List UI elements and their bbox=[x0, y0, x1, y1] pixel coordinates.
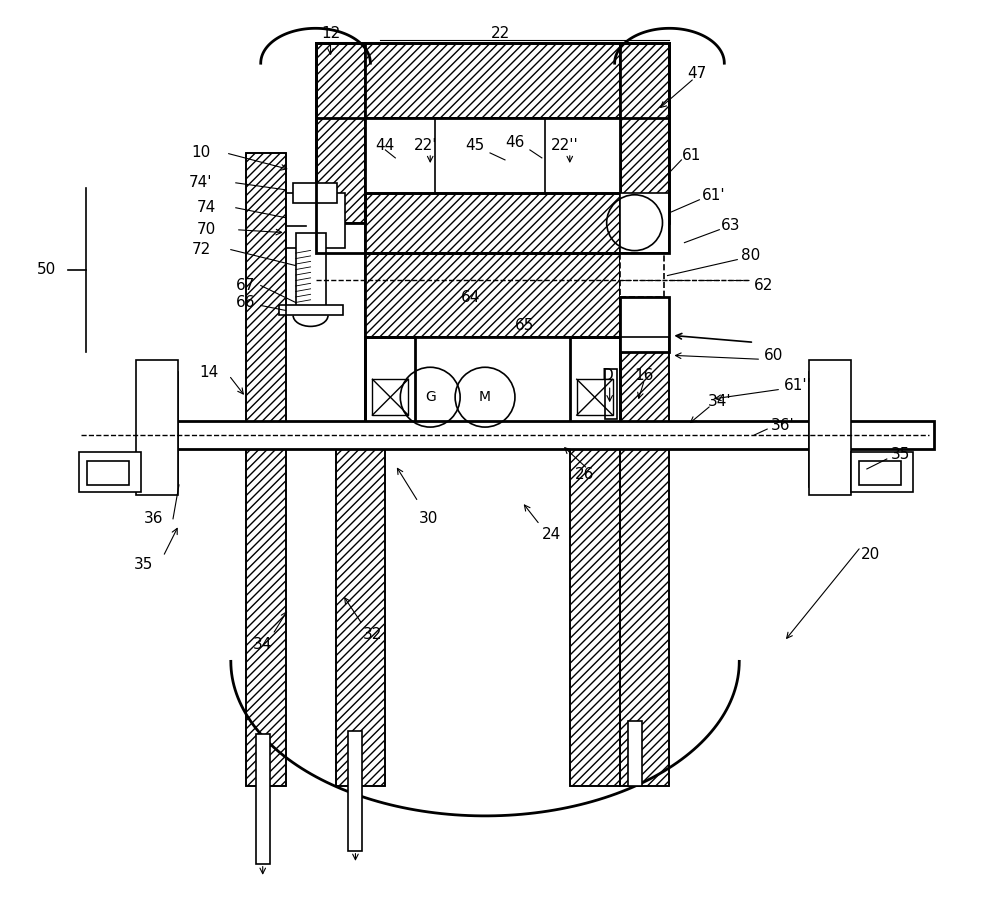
Bar bbox=[79, 452, 141, 492]
Text: 74: 74 bbox=[196, 200, 216, 215]
Bar bbox=[279, 306, 343, 316]
Text: 16: 16 bbox=[635, 367, 654, 383]
Text: 45: 45 bbox=[465, 139, 485, 153]
Text: 35: 35 bbox=[891, 447, 910, 463]
Bar bbox=[859, 461, 901, 485]
Text: 64: 64 bbox=[460, 290, 480, 305]
Text: 61: 61 bbox=[681, 149, 701, 163]
Bar bbox=[316, 44, 365, 223]
Text: 10: 10 bbox=[191, 145, 211, 161]
Text: M: M bbox=[479, 390, 491, 405]
Bar bbox=[336, 437, 385, 786]
Text: 14: 14 bbox=[199, 365, 219, 380]
Text: 36': 36' bbox=[771, 417, 795, 433]
Text: 46: 46 bbox=[505, 135, 525, 151]
Bar bbox=[336, 437, 385, 786]
Text: 30: 30 bbox=[419, 512, 438, 526]
Bar bbox=[365, 118, 620, 193]
Text: 34: 34 bbox=[253, 637, 272, 652]
Bar bbox=[365, 193, 620, 253]
Bar bbox=[246, 153, 286, 786]
Text: 12: 12 bbox=[321, 25, 340, 41]
Bar bbox=[570, 337, 620, 437]
Bar bbox=[620, 44, 669, 223]
Bar bbox=[628, 721, 642, 786]
Bar bbox=[156, 421, 934, 449]
Bar bbox=[348, 731, 362, 851]
Bar bbox=[365, 193, 620, 253]
Text: 22'': 22'' bbox=[551, 139, 579, 153]
Text: 66: 66 bbox=[236, 295, 255, 310]
Text: 34': 34' bbox=[707, 394, 731, 409]
Text: 32: 32 bbox=[363, 627, 382, 642]
Bar bbox=[570, 437, 620, 786]
Text: G: G bbox=[425, 390, 436, 405]
Text: 65: 65 bbox=[515, 317, 535, 333]
Bar bbox=[296, 233, 326, 307]
Bar bbox=[316, 44, 669, 253]
Text: 61': 61' bbox=[701, 189, 725, 203]
Bar bbox=[851, 452, 913, 492]
Bar bbox=[256, 734, 270, 863]
Bar bbox=[809, 372, 831, 487]
Bar bbox=[136, 360, 178, 495]
Bar bbox=[246, 153, 286, 786]
Text: 44: 44 bbox=[375, 139, 395, 153]
Text: 67: 67 bbox=[236, 278, 255, 293]
Bar bbox=[87, 461, 129, 485]
Text: 50: 50 bbox=[37, 262, 56, 277]
Bar bbox=[316, 44, 669, 118]
Text: 20: 20 bbox=[861, 547, 880, 562]
Text: D: D bbox=[602, 367, 614, 383]
Text: 61'': 61'' bbox=[784, 377, 812, 393]
Bar bbox=[365, 253, 620, 337]
Bar bbox=[570, 337, 620, 437]
Text: 70: 70 bbox=[196, 222, 216, 238]
Bar bbox=[570, 437, 620, 786]
Text: 47: 47 bbox=[687, 65, 707, 81]
Text: 60: 60 bbox=[764, 347, 784, 363]
Bar bbox=[605, 369, 617, 419]
Bar bbox=[620, 337, 669, 786]
Bar bbox=[316, 44, 365, 223]
Bar bbox=[620, 193, 669, 253]
Text: 35: 35 bbox=[133, 557, 153, 572]
Text: 36: 36 bbox=[143, 512, 163, 526]
Bar bbox=[620, 44, 669, 223]
Bar bbox=[365, 337, 415, 437]
Bar bbox=[620, 253, 664, 297]
Bar bbox=[620, 297, 669, 352]
Text: 22': 22' bbox=[413, 139, 437, 153]
Bar bbox=[545, 118, 620, 193]
Bar bbox=[316, 44, 669, 118]
Bar bbox=[286, 193, 345, 248]
Bar bbox=[365, 337, 620, 437]
Text: 80: 80 bbox=[741, 249, 761, 263]
Text: 72: 72 bbox=[191, 242, 211, 257]
Text: 62: 62 bbox=[754, 278, 774, 293]
Text: 22: 22 bbox=[490, 25, 510, 41]
Bar bbox=[809, 360, 851, 495]
Bar bbox=[620, 337, 669, 786]
Bar bbox=[365, 337, 415, 437]
Text: 24: 24 bbox=[542, 527, 561, 542]
Bar bbox=[293, 183, 337, 203]
Bar bbox=[577, 379, 613, 415]
Bar bbox=[372, 379, 408, 415]
Text: 26: 26 bbox=[575, 467, 594, 483]
Bar bbox=[156, 372, 178, 487]
Bar bbox=[365, 118, 435, 193]
Bar bbox=[365, 253, 620, 337]
Text: 63: 63 bbox=[721, 219, 741, 233]
Text: 74': 74' bbox=[189, 175, 213, 190]
